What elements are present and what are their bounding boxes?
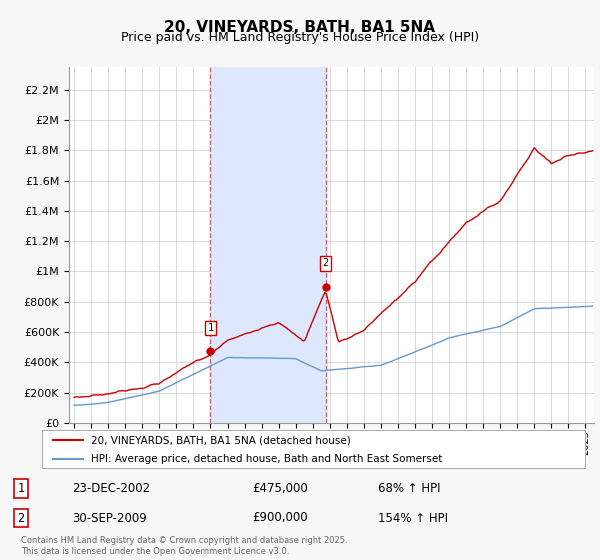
Text: 30-SEP-2009: 30-SEP-2009: [72, 511, 147, 525]
Text: 1: 1: [208, 323, 214, 333]
Text: 23-DEC-2002: 23-DEC-2002: [72, 482, 150, 495]
Text: 2: 2: [322, 259, 329, 268]
Text: 154% ↑ HPI: 154% ↑ HPI: [378, 511, 448, 525]
Text: 2: 2: [17, 511, 25, 525]
Text: 68% ↑ HPI: 68% ↑ HPI: [378, 482, 440, 495]
Text: 1: 1: [17, 482, 25, 495]
Text: Price paid vs. HM Land Registry's House Price Index (HPI): Price paid vs. HM Land Registry's House …: [121, 31, 479, 44]
Text: HPI: Average price, detached house, Bath and North East Somerset: HPI: Average price, detached house, Bath…: [91, 454, 442, 464]
Text: 20, VINEYARDS, BATH, BA1 5NA: 20, VINEYARDS, BATH, BA1 5NA: [164, 20, 436, 35]
Text: Contains HM Land Registry data © Crown copyright and database right 2025.
This d: Contains HM Land Registry data © Crown c…: [21, 536, 347, 556]
Bar: [211, 67, 326, 423]
Text: £900,000: £900,000: [252, 511, 308, 525]
Text: 20, VINEYARDS, BATH, BA1 5NA (detached house): 20, VINEYARDS, BATH, BA1 5NA (detached h…: [91, 435, 350, 445]
Text: £475,000: £475,000: [252, 482, 308, 495]
